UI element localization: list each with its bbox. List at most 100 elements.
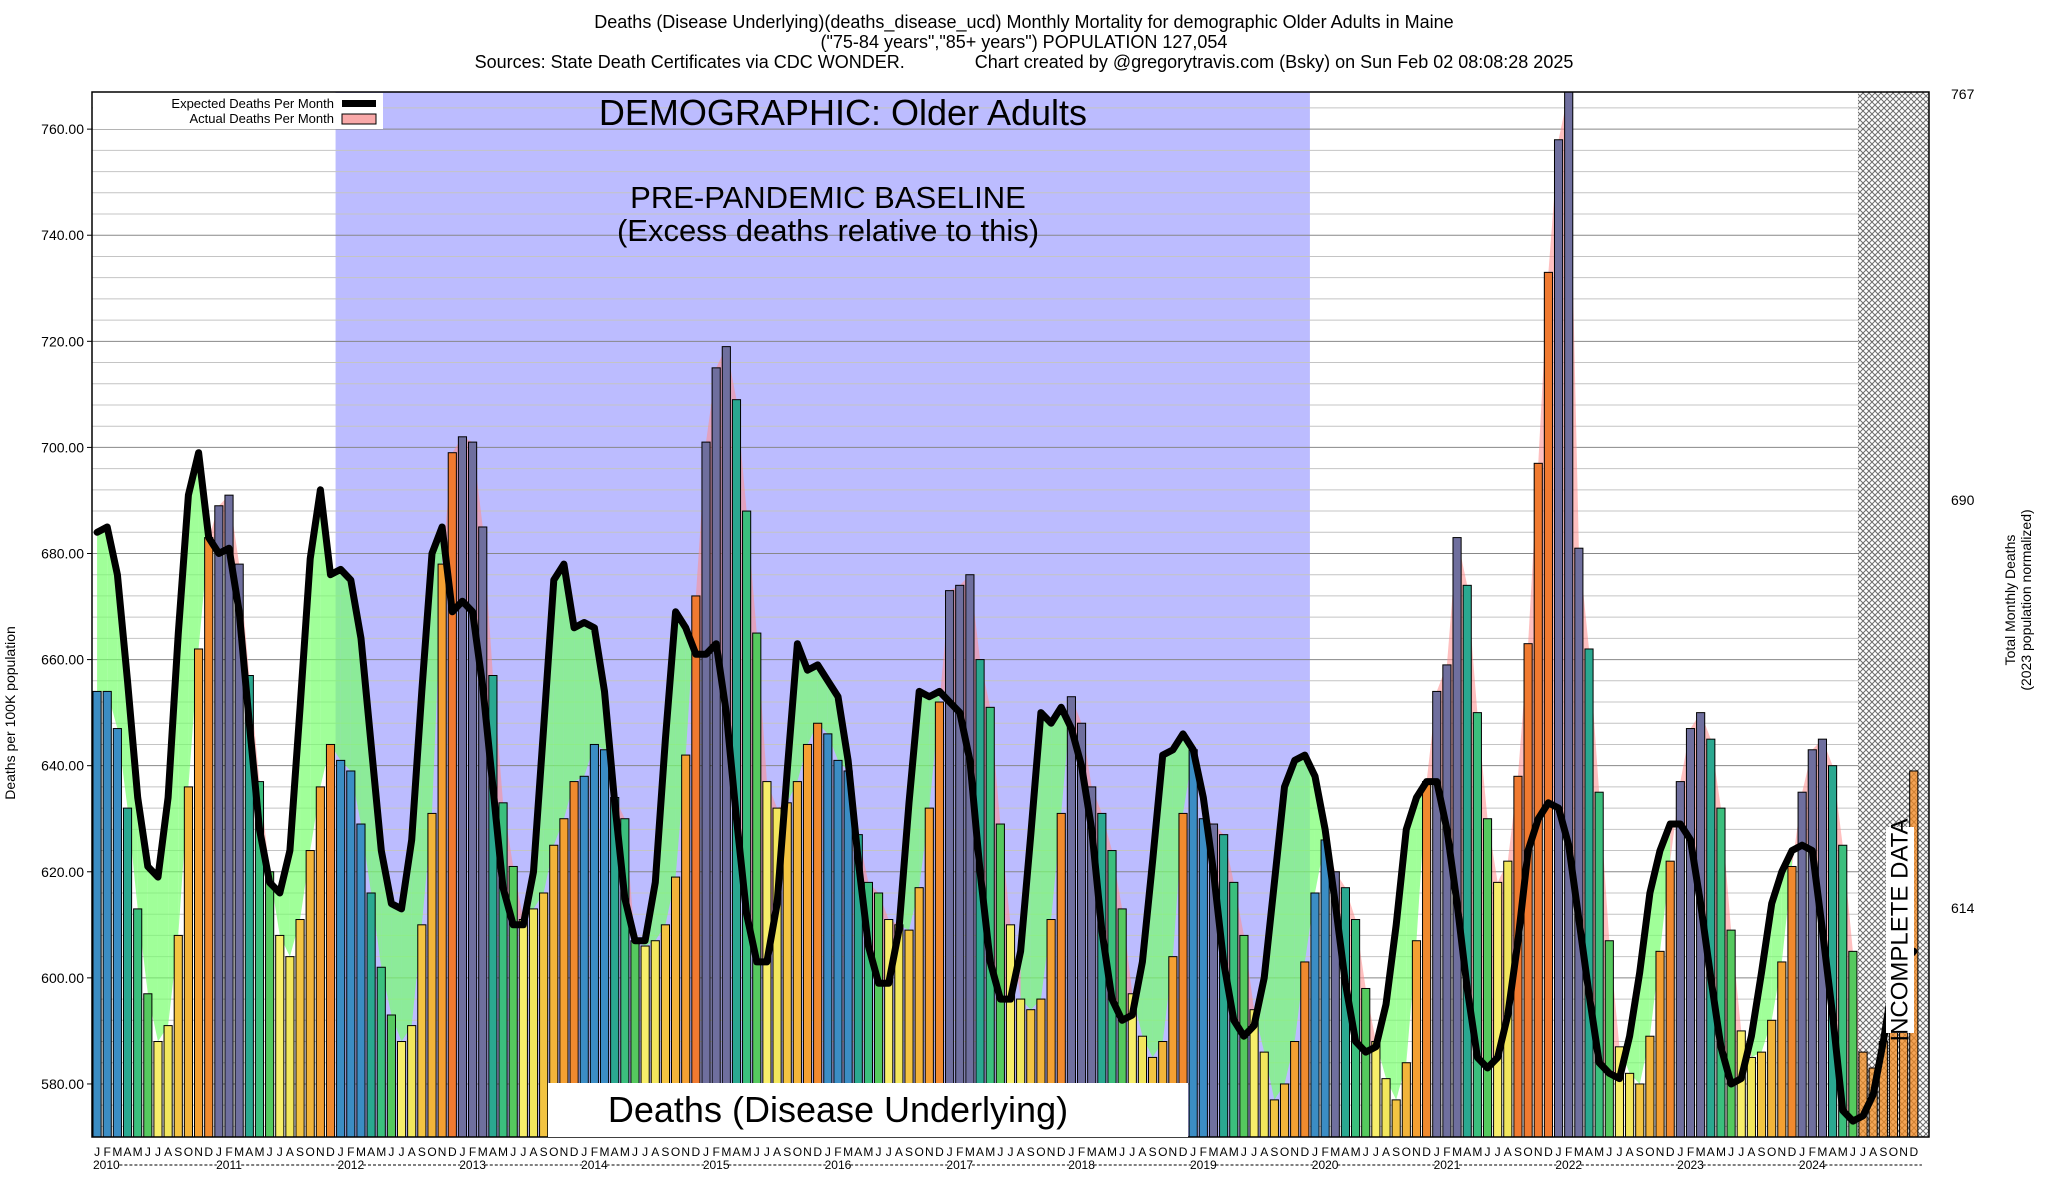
x-tick-month: S <box>540 1145 548 1159</box>
actual-deaths-bar <box>711 367 721 1138</box>
actual-deaths-bar <box>1391 1099 1401 1138</box>
y-tick-label: 660.00 <box>41 652 84 668</box>
actual-deaths-bar <box>1320 839 1330 1138</box>
x-tick-month: J <box>277 1145 283 1159</box>
x-tick-month: F <box>469 1145 476 1159</box>
bottom-banner: Deaths (Disease Underlying) <box>608 1089 1068 1130</box>
actual-deaths-bar <box>1716 807 1726 1138</box>
x-tick-month: A <box>1869 1145 1877 1159</box>
x-tick-month: O <box>793 1145 802 1159</box>
x-tick-month: M <box>1087 1145 1097 1159</box>
x-tick-month: N <box>194 1145 203 1159</box>
x-tick-month: O <box>306 1145 315 1159</box>
excess-fill-segment <box>330 569 341 761</box>
actual-deaths-bar <box>579 775 589 1138</box>
x-tick-month: J <box>155 1145 161 1159</box>
x-tick-month: A <box>408 1145 416 1159</box>
excess-fill-segment <box>1030 712 1041 1010</box>
x-tick-month: A <box>1341 1145 1349 1159</box>
x-tick-month: F <box>1078 1145 1085 1159</box>
x-tick-month: A <box>1585 1145 1593 1159</box>
x-tick-month: O <box>549 1145 558 1159</box>
x-tick-month: M <box>742 1145 752 1159</box>
x-tick-month: F <box>1687 1145 1694 1159</box>
excess-fill-segment <box>1172 733 1184 957</box>
x-tick-month: N <box>1534 1145 1543 1159</box>
actual-deaths-bar <box>813 722 823 1138</box>
x-tick-month: O <box>1523 1145 1532 1159</box>
x-tick-month: A <box>1382 1145 1390 1159</box>
excess-fill-segment <box>188 452 199 787</box>
excess-fill-segment <box>919 691 930 888</box>
excess-fill-segment <box>1396 829 1407 1100</box>
demographic-banner: DEMOGRAPHIC: Older Adults <box>599 92 1087 133</box>
x-tick-month: S <box>1879 1145 1887 1159</box>
x-tick-month: J <box>703 1145 709 1159</box>
x-tick-month: N <box>1047 1145 1056 1159</box>
actual-deaths-bar <box>1411 940 1422 1138</box>
x-tick-month: D <box>1666 1145 1675 1159</box>
x-tick-month: S <box>1758 1145 1766 1159</box>
excess-fill-segment <box>391 903 402 1042</box>
actual-deaths-bar <box>437 563 447 1138</box>
x-tick-month: F <box>1443 1145 1450 1159</box>
actual-deaths-bar <box>285 956 295 1138</box>
x-tick-month: A <box>1463 1145 1471 1159</box>
x-tick-year: 2018 <box>1068 1158 1095 1172</box>
legend-swatch-expected <box>342 100 376 107</box>
x-tick-month: S <box>1149 1145 1157 1159</box>
actual-deaths-bar <box>1422 781 1432 1138</box>
actual-deaths-bar <box>224 494 234 1138</box>
x-tick-year: 2014 <box>581 1158 608 1172</box>
x-tick-month: J <box>1495 1145 1501 1159</box>
x-tick-month: M <box>1817 1145 1827 1159</box>
x-tick-year: 2015 <box>703 1158 730 1172</box>
x-tick-month: A <box>1260 1145 1268 1159</box>
x-tick-month: D <box>935 1145 944 1159</box>
actual-deaths-bar <box>396 1041 407 1138</box>
x-tick-month: J <box>510 1145 516 1159</box>
y-tick-label: 580.00 <box>41 1076 84 1092</box>
actual-deaths-bar <box>1635 1083 1645 1138</box>
x-tick-month: A <box>1220 1145 1228 1159</box>
x-tick-month: M <box>1594 1145 1604 1159</box>
x-tick-month: M <box>376 1145 386 1159</box>
x-tick-month: J <box>581 1145 587 1159</box>
actual-deaths-bar <box>1848 950 1858 1138</box>
x-tick-year: 2010 <box>93 1158 120 1172</box>
x-tick-year: 2022 <box>1555 1158 1582 1172</box>
x-tick-month: M <box>254 1145 264 1159</box>
x-tick-month: J <box>94 1145 100 1159</box>
x-tick-month: M <box>965 1145 975 1159</box>
chart-title: Deaths (Disease Underlying)(deaths_disea… <box>594 12 1454 32</box>
x-tick-month: N <box>1899 1145 1908 1159</box>
x-tick-year: 2012 <box>337 1158 364 1172</box>
x-tick-month: F <box>225 1145 232 1159</box>
actual-deaths-bar <box>275 934 285 1138</box>
actual-deaths-bar <box>691 595 701 1138</box>
x-tick-month: M <box>985 1145 995 1159</box>
x-tick-month: N <box>1778 1145 1787 1159</box>
excess-fill-segment <box>137 797 148 994</box>
y-right-tick-label: 614 <box>1951 900 1975 916</box>
actual-deaths-bar <box>143 993 153 1138</box>
x-tick-year: 2021 <box>1434 1158 1461 1172</box>
x-tick-month: A <box>367 1145 375 1159</box>
x-tick-year: 2011 <box>216 1158 242 1172</box>
x-tick-month: O <box>184 1145 193 1159</box>
x-tick-month: J <box>520 1145 526 1159</box>
actual-deaths-bar <box>427 812 437 1138</box>
x-tick-month: J <box>338 1145 344 1159</box>
actual-deaths-bar <box>1625 1072 1635 1138</box>
actual-deaths-bar <box>833 759 843 1138</box>
actual-deaths-bar <box>1828 765 1838 1138</box>
actual-deaths-bar <box>305 850 315 1138</box>
actual-deaths-bar <box>1655 950 1665 1138</box>
x-tick-month: O <box>427 1145 436 1159</box>
excess-fill-segment <box>279 850 290 957</box>
x-tick-month: J <box>1799 1145 1805 1159</box>
x-tick-month: S <box>418 1145 426 1159</box>
actual-deaths-bar <box>214 505 224 1138</box>
x-tick-month: F <box>834 1145 841 1159</box>
x-tick-month: M <box>1330 1145 1340 1159</box>
